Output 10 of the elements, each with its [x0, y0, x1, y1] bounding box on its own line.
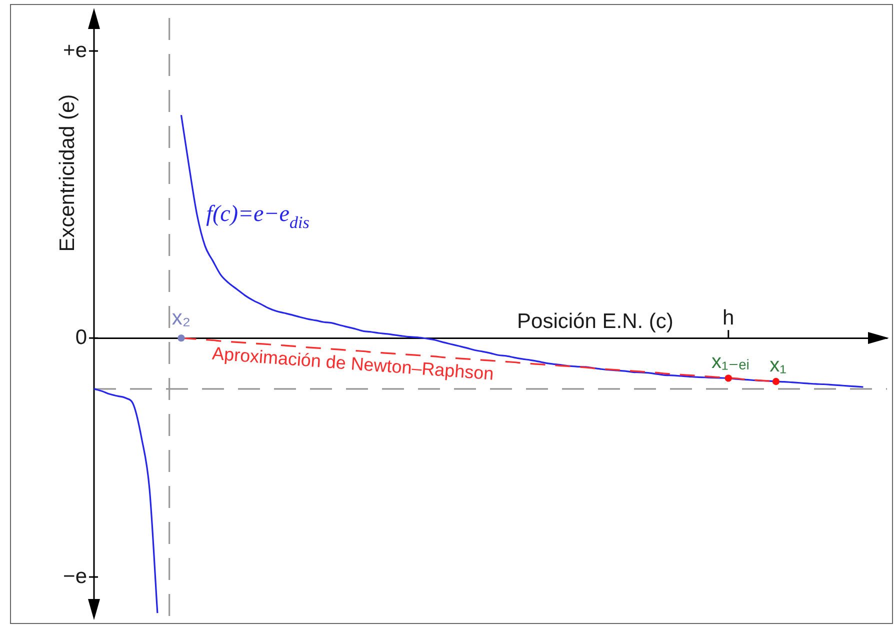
text: 0	[75, 326, 88, 349]
text: −e	[63, 564, 88, 588]
series-label: Aproximación de Newton–Raphson	[211, 343, 494, 384]
y-axis-title: Excentricidad (e)	[56, 94, 79, 252]
text: +e	[63, 38, 88, 62]
x-axis-title: Posición E.N. (c)	[517, 310, 674, 334]
x-tick-label: h	[722, 306, 734, 330]
series-label: x₁	[770, 354, 787, 376]
x-tick-label: x₂	[172, 306, 191, 330]
series-label: x₁₋ₑᵢ	[711, 351, 750, 374]
